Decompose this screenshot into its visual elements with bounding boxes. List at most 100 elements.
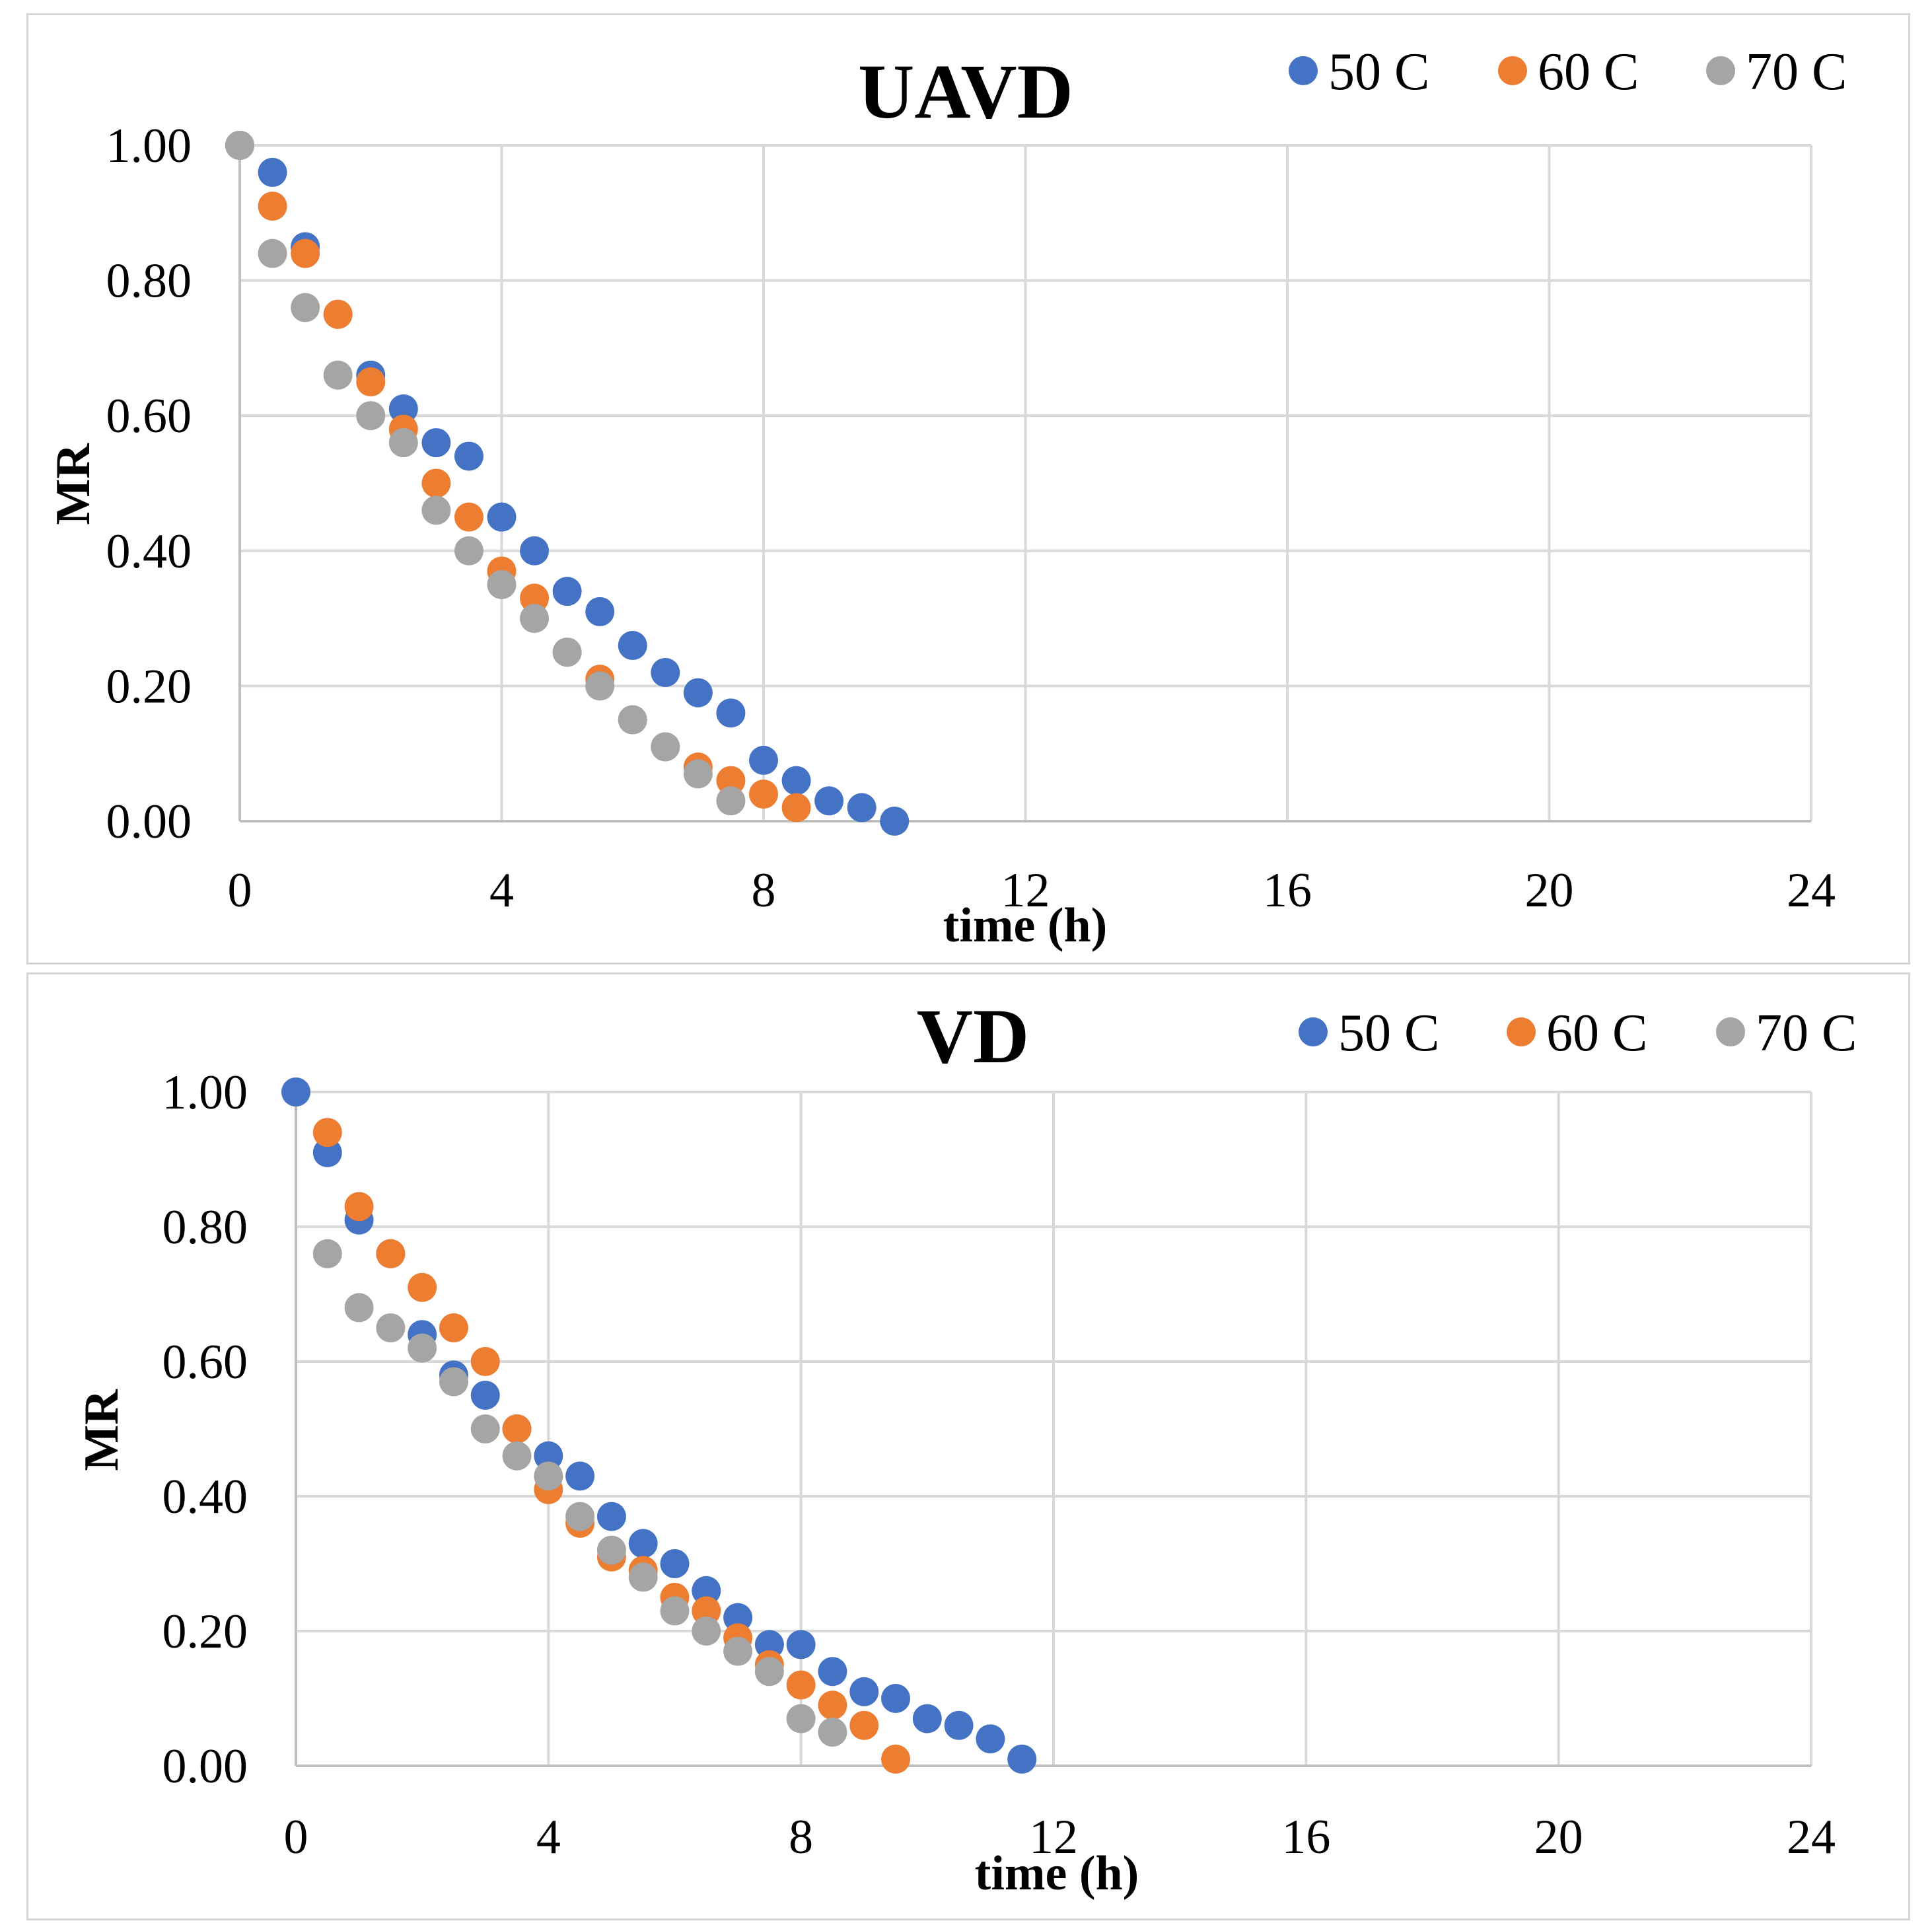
data-point	[225, 131, 254, 160]
data-point	[376, 1313, 406, 1342]
data-point	[454, 536, 483, 565]
data-point	[388, 394, 418, 423]
data-point	[754, 1657, 784, 1687]
data-point	[692, 1617, 721, 1646]
y-tick-label: 1.00	[106, 119, 192, 173]
y-tick-label: 0.20	[162, 1605, 248, 1659]
data-point	[520, 583, 550, 613]
data-point	[849, 1677, 879, 1706]
data-point	[470, 1414, 500, 1443]
data-point	[618, 631, 647, 661]
data-point	[421, 468, 451, 498]
data-point	[470, 1347, 500, 1376]
data-point	[749, 780, 778, 809]
data-point	[716, 786, 746, 816]
chart-title: VD	[917, 993, 1029, 1079]
data-point	[814, 786, 844, 816]
data-point	[912, 1704, 942, 1733]
data-point	[312, 1239, 342, 1268]
data-point	[716, 766, 746, 795]
x-tick-label: 16	[1281, 1810, 1330, 1864]
data-point	[847, 793, 877, 822]
data-point	[258, 238, 287, 268]
y-tick-label: 0.80	[106, 254, 192, 309]
data-point	[723, 1603, 753, 1632]
legend-label: 60 C	[1546, 1004, 1647, 1062]
data-point	[534, 1461, 563, 1491]
data-point	[388, 428, 418, 458]
data-point	[786, 1670, 816, 1700]
data-point	[552, 638, 582, 667]
y-tick-label: 0.60	[162, 1335, 248, 1389]
y-tick-label: 1.00	[162, 1066, 248, 1120]
x-tick-label: 16	[1263, 863, 1312, 918]
y-tick-label: 0.80	[162, 1200, 248, 1255]
data-point	[552, 577, 582, 606]
data-point	[356, 367, 386, 397]
data-point	[628, 1562, 658, 1592]
data-point	[651, 657, 680, 687]
data-point	[520, 536, 550, 565]
data-point	[470, 1381, 500, 1410]
data-point	[618, 705, 647, 735]
x-tick-label: 12	[1029, 1810, 1078, 1864]
chart-title: UAVD	[858, 48, 1073, 135]
y-tick-label: 0.60	[106, 389, 192, 443]
y-axis-title: MR	[46, 443, 100, 525]
data-point	[439, 1313, 468, 1342]
legend-marker	[1716, 1017, 1745, 1046]
data-point	[660, 1596, 690, 1626]
x-tick-label: 0	[284, 1810, 308, 1864]
x-tick-label: 12	[1001, 863, 1050, 918]
legend-label: 70 C	[1756, 1004, 1857, 1062]
x-tick-label: 4	[536, 1810, 561, 1864]
data-point	[421, 428, 451, 458]
x-axis-title: time (h)	[975, 1846, 1139, 1901]
x-tick-label: 4	[489, 863, 514, 918]
x-axis-title: time (h)	[943, 898, 1108, 953]
data-point	[534, 1441, 563, 1471]
data-point	[585, 671, 615, 701]
data-point	[723, 1636, 753, 1666]
data-point	[660, 1549, 690, 1578]
data-point	[502, 1441, 532, 1471]
x-tick-label: 24	[1787, 863, 1836, 918]
x-tick-label: 8	[789, 1810, 813, 1864]
legend-label: 50 C	[1328, 43, 1429, 101]
data-point	[880, 807, 910, 836]
y-tick-label: 0.00	[162, 1739, 248, 1794]
x-tick-label: 20	[1534, 1810, 1583, 1864]
data-point	[344, 1293, 374, 1323]
data-point	[291, 293, 320, 322]
data-point	[976, 1724, 1005, 1754]
data-point	[454, 441, 483, 471]
data-point	[356, 401, 386, 431]
legend-label: 70 C	[1746, 43, 1847, 101]
data-point	[881, 1684, 911, 1713]
data-point	[291, 238, 320, 268]
data-point	[323, 299, 353, 329]
data-point	[565, 1461, 595, 1491]
data-point	[596, 1502, 626, 1531]
data-point	[651, 732, 680, 762]
data-point	[818, 1657, 847, 1687]
legend-marker	[1289, 56, 1318, 85]
y-tick-label: 0.40	[106, 525, 192, 579]
legend-marker	[1498, 56, 1527, 85]
chart-panel-uavd	[26, 13, 1910, 965]
data-point	[881, 1744, 911, 1774]
data-point	[683, 678, 713, 708]
data-point	[487, 502, 517, 532]
data-point	[585, 597, 615, 626]
data-point	[408, 1272, 437, 1302]
data-point	[323, 360, 353, 390]
data-point	[312, 1118, 342, 1148]
data-point	[683, 759, 713, 789]
y-tick-label: 0.20	[106, 659, 192, 713]
y-tick-label: 0.00	[106, 795, 192, 849]
data-point	[565, 1502, 595, 1531]
data-point	[849, 1710, 879, 1740]
data-point	[786, 1704, 816, 1733]
legend-marker	[1299, 1017, 1328, 1046]
